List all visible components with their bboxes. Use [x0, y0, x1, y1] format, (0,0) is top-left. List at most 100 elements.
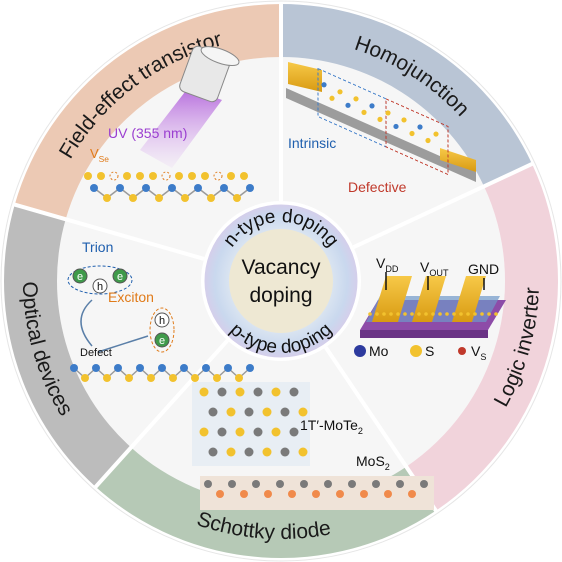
atom — [147, 374, 155, 382]
arrow — [80, 299, 93, 347]
atom — [280, 407, 290, 417]
atom — [244, 407, 254, 417]
atom — [161, 171, 171, 181]
atom — [216, 490, 224, 498]
atom — [321, 82, 327, 88]
label: VDD — [376, 255, 399, 274]
atom — [142, 184, 150, 192]
electrode — [452, 276, 486, 322]
atom — [253, 427, 263, 437]
atom — [410, 312, 414, 316]
intrinsic-label: Intrinsic — [288, 135, 336, 151]
atom — [136, 364, 144, 372]
atom — [246, 184, 254, 192]
atom — [97, 172, 105, 180]
label: VS — [471, 343, 486, 362]
atom — [361, 109, 367, 115]
uv-lamp-top — [200, 46, 240, 67]
segment-inner — [57, 219, 228, 448]
atom — [191, 374, 199, 382]
region-box — [385, 98, 449, 176]
atom — [235, 387, 245, 397]
atom — [288, 490, 296, 498]
atom — [452, 312, 456, 316]
electrode — [412, 276, 446, 322]
atom — [271, 387, 281, 397]
atom — [480, 312, 484, 316]
uv-beam — [140, 88, 222, 168]
atom — [264, 490, 272, 498]
atom — [188, 172, 196, 180]
atom — [114, 364, 122, 372]
atom — [181, 194, 189, 202]
atom — [348, 480, 356, 488]
electrode — [372, 276, 412, 322]
label-main: 1T′-MoTe — [300, 417, 358, 433]
atom — [262, 407, 272, 417]
atom — [233, 194, 241, 202]
particle-label: e — [159, 335, 165, 347]
atom — [262, 447, 272, 457]
label-main: V — [90, 146, 99, 161]
atom — [217, 427, 227, 437]
atom — [424, 312, 428, 316]
segment-inner — [281, 57, 485, 248]
atom — [276, 480, 284, 488]
label-main: V — [471, 343, 481, 359]
atom — [368, 312, 372, 316]
label-main: Mo — [369, 343, 389, 359]
label: 1T′-MoTe2 — [300, 417, 363, 436]
atom — [199, 387, 209, 397]
particle-label: e — [117, 271, 123, 283]
atom — [208, 407, 218, 417]
atom — [116, 184, 124, 192]
trion-ring — [67, 265, 133, 295]
atom — [235, 427, 245, 437]
atom — [466, 312, 470, 316]
legend-dot — [354, 345, 366, 357]
atom — [420, 480, 428, 488]
particle-label: e — [77, 271, 83, 283]
atom — [240, 172, 248, 180]
atom — [473, 312, 477, 316]
atom — [417, 124, 423, 130]
atom — [393, 123, 399, 130]
segment-band — [4, 204, 132, 487]
atom — [431, 312, 435, 316]
trion-label: Trion — [82, 239, 113, 255]
defective-label: Defective — [348, 179, 407, 195]
atom — [324, 480, 332, 488]
label: S — [425, 343, 434, 359]
atom — [417, 312, 421, 316]
atom — [207, 194, 215, 202]
atom — [180, 364, 188, 372]
center-title: Vacancy — [242, 256, 321, 279]
particle — [154, 332, 170, 348]
segment-band — [406, 163, 558, 511]
substrate-side — [360, 330, 488, 338]
atom — [396, 312, 400, 316]
atom — [213, 374, 221, 382]
label-main: V — [376, 255, 386, 271]
uv-label: UV (355 nm) — [108, 125, 187, 141]
particle — [154, 312, 170, 328]
label: VOUT — [420, 259, 449, 278]
atom — [92, 364, 100, 372]
atom — [382, 312, 386, 316]
atom — [385, 110, 391, 116]
label-sub: Se — [99, 154, 110, 164]
atom — [372, 480, 380, 488]
atom — [433, 131, 439, 137]
atom — [129, 194, 137, 202]
electrode — [288, 62, 322, 92]
atom — [244, 447, 254, 457]
atom — [298, 407, 308, 417]
atom — [445, 312, 449, 316]
atom — [252, 480, 260, 488]
atom — [403, 312, 407, 316]
center-core — [229, 229, 333, 333]
particle — [112, 268, 128, 284]
exciton-label: Exciton — [108, 289, 154, 305]
label-sub: OUT — [429, 268, 449, 278]
